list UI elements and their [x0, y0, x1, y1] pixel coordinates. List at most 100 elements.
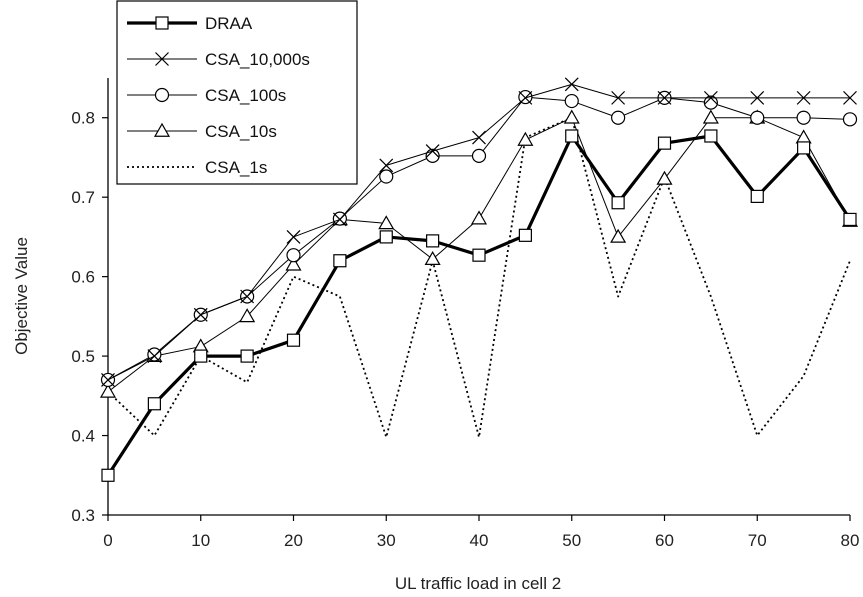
series-csa-10-000s	[101, 77, 857, 387]
data-point-circle	[471, 148, 487, 163]
legend-label: CSA_10s	[205, 122, 277, 141]
data-point-circle	[611, 110, 626, 125]
x-marker-stroke	[703, 90, 718, 105]
data-point-triangle	[517, 131, 534, 146]
x-marker-stroke	[518, 90, 533, 105]
data-point-circle	[154, 87, 170, 103]
x-marker-stroke	[193, 307, 208, 322]
data-point-circle	[703, 95, 718, 110]
data-point-square	[333, 254, 347, 268]
legend-label: CSA_100s	[205, 86, 286, 105]
data-point-square	[565, 129, 579, 143]
x-marker-stroke	[843, 90, 857, 105]
data-point-x	[425, 144, 440, 159]
x-marker-stroke	[240, 289, 255, 304]
x-marker-stroke	[472, 130, 486, 145]
data-point-square	[750, 189, 764, 203]
data-point-circle	[147, 347, 162, 362]
data-point-x	[703, 90, 718, 105]
x-tick-label: 80	[841, 531, 860, 550]
x-tick-label: 10	[191, 531, 210, 550]
data-point-square	[286, 333, 301, 347]
data-point-x	[379, 158, 394, 173]
y-tick-label: 0.5	[71, 347, 95, 366]
data-point-circle	[842, 112, 858, 127]
x-marker-stroke	[657, 90, 672, 105]
x-marker-stroke	[332, 212, 347, 227]
data-point-circle	[796, 110, 811, 125]
x-tick-label: 40	[470, 531, 489, 550]
data-point-x	[286, 229, 301, 244]
data-point-x	[155, 52, 169, 66]
legend: DRAA CSA_10,000s CSA_100s CSA_10s CSA_1s	[116, 0, 358, 185]
data-point-x	[657, 90, 672, 105]
data-point-triangle	[424, 250, 441, 266]
data-point-circle	[286, 248, 301, 263]
x-marker-stroke	[101, 373, 115, 387]
data-point-circle	[750, 110, 765, 125]
legend-label: CSA_1s	[205, 158, 267, 177]
series-layer	[99, 77, 859, 482]
data-point-triangle	[563, 109, 580, 124]
data-point-triangle	[610, 228, 627, 243]
legend-item: CSA_100s	[127, 86, 286, 105]
x-marker-stroke	[379, 158, 394, 173]
data-point-square	[426, 234, 440, 248]
y-tick-label: 0.8	[71, 109, 95, 128]
data-point-triangle	[239, 308, 256, 323]
data-point-square	[147, 397, 161, 411]
legend-item: CSA_10,000s	[127, 50, 310, 69]
data-point-x	[472, 130, 486, 145]
data-point-triangle	[470, 210, 488, 225]
series-line	[107, 116, 851, 439]
x-tick-label: 0	[103, 531, 112, 550]
data-point-triangle	[99, 383, 117, 398]
data-point-x	[101, 373, 115, 387]
x-marker-stroke	[147, 349, 162, 364]
data-point-square	[611, 196, 625, 210]
series-csa-1s	[107, 116, 851, 439]
data-point-x	[332, 212, 347, 227]
data-point-circle	[379, 169, 394, 184]
x-marker-stroke	[796, 90, 811, 105]
data-point-x	[564, 77, 579, 92]
x-tick-label: 60	[655, 531, 674, 550]
data-point-square	[155, 16, 169, 30]
data-point-square	[472, 248, 486, 262]
data-point-circle	[564, 93, 579, 109]
data-point-x	[750, 90, 765, 105]
data-point-square	[797, 141, 811, 155]
x-tick-label: 20	[284, 531, 303, 550]
data-point-x	[240, 289, 255, 304]
x-marker-stroke	[750, 90, 765, 105]
data-point-triangle	[656, 170, 673, 185]
data-point-triangle	[153, 122, 171, 137]
data-point-triangle	[378, 215, 395, 230]
data-point-x	[518, 90, 533, 105]
series-draa	[101, 129, 857, 482]
x-marker-stroke	[564, 77, 579, 92]
data-point-square	[518, 228, 532, 242]
data-point-x	[611, 90, 626, 105]
data-point-square	[240, 349, 254, 363]
data-point-triangle	[702, 109, 719, 124]
y-tick-label: 0.6	[71, 268, 95, 287]
x-tick-label: 70	[748, 531, 767, 550]
data-point-x	[796, 90, 811, 105]
x-tick-label: 50	[562, 531, 581, 550]
data-point-square	[843, 212, 857, 227]
legend-label: DRAA	[205, 14, 253, 33]
data-point-square	[379, 230, 393, 244]
y-axis-title: Objective Value	[12, 237, 31, 355]
data-point-x	[193, 307, 208, 322]
x-marker-stroke	[155, 52, 169, 66]
data-point-x	[147, 349, 162, 364]
data-point-triangle	[285, 256, 302, 271]
legend-item: CSA_1s	[127, 158, 267, 177]
x-axis-title: UL traffic load in cell 2	[395, 574, 561, 593]
x-marker-stroke	[425, 144, 440, 159]
x-marker-stroke	[611, 90, 626, 105]
x-tick-label: 30	[377, 531, 396, 550]
legend-item: CSA_10s	[127, 122, 277, 141]
